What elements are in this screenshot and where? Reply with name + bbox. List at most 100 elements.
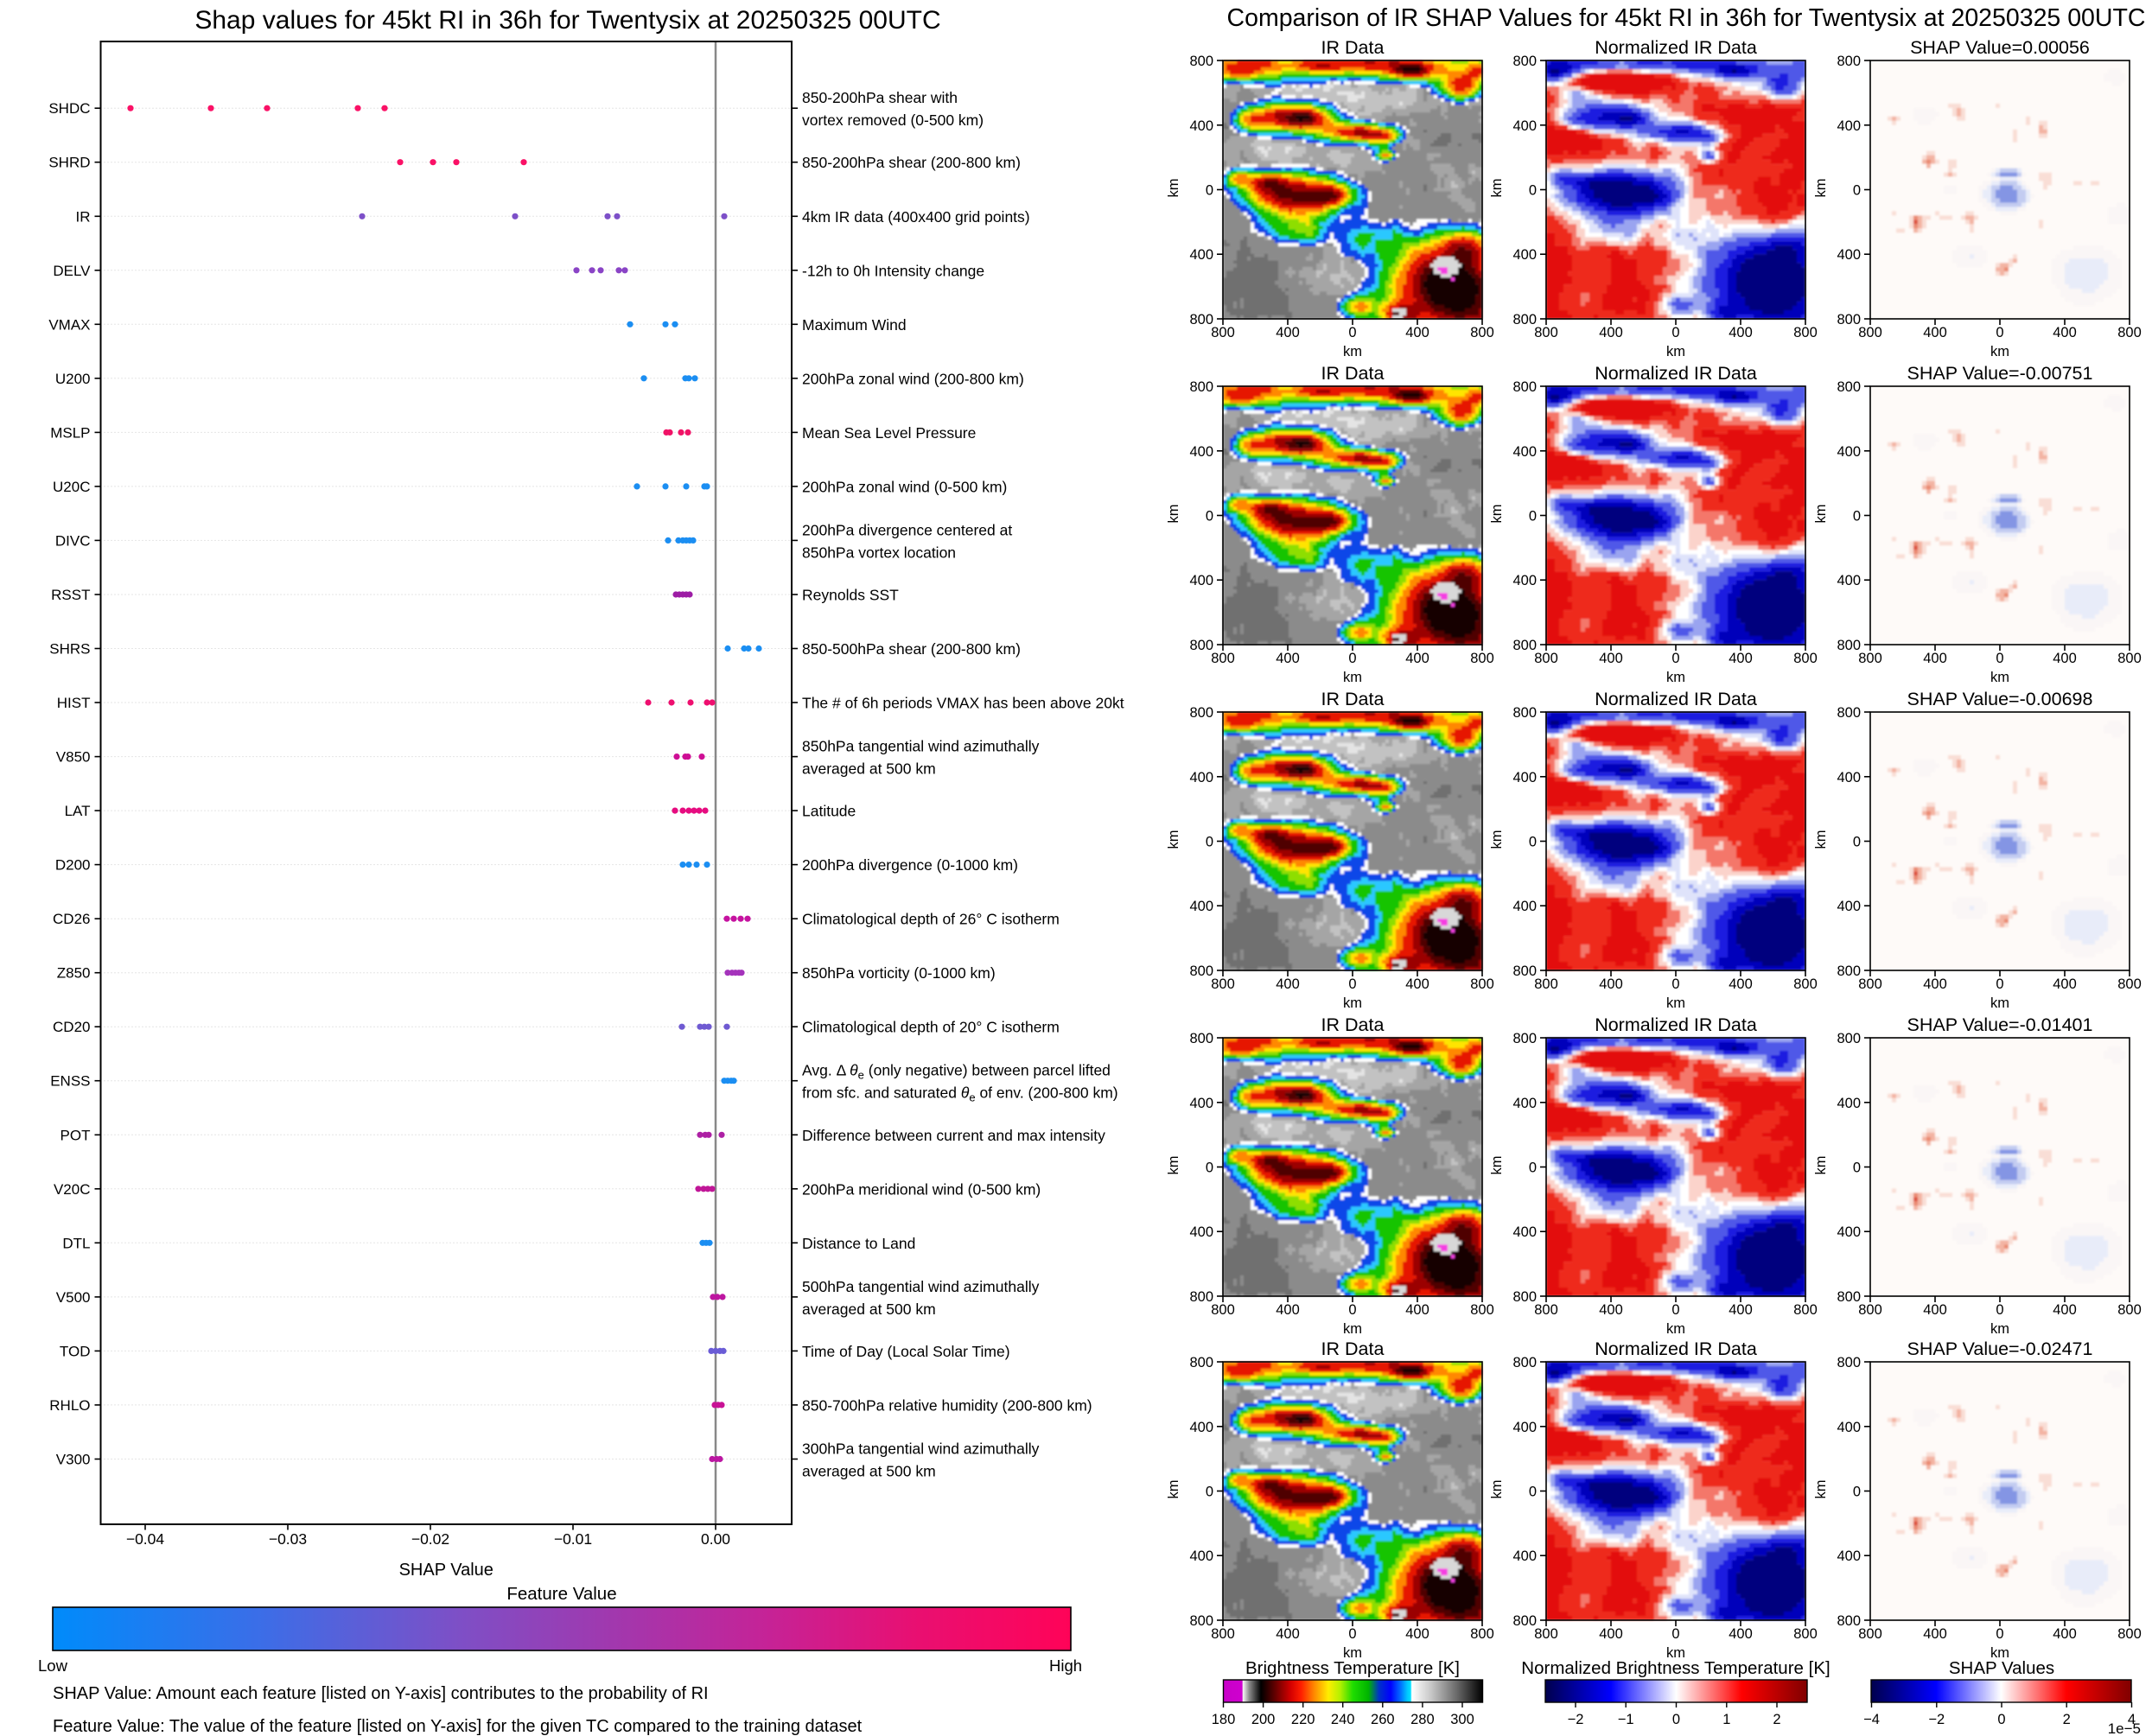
svg-text:800: 800 xyxy=(1512,705,1537,721)
svg-text:1e−5: 1e−5 xyxy=(2108,1720,2141,1736)
svg-text:260: 260 xyxy=(1371,1712,1395,1727)
svg-text:400: 400 xyxy=(2053,1302,2077,1318)
svg-text:400: 400 xyxy=(1512,770,1537,785)
svg-text:RSST: RSST xyxy=(51,587,90,603)
svg-text:800: 800 xyxy=(1189,1355,1213,1370)
svg-text:−2: −2 xyxy=(1928,1712,1945,1727)
svg-text:Climatological depth of 20° C: Climatological depth of 20° C isotherm xyxy=(802,1019,1060,1036)
svg-text:800: 800 xyxy=(1512,312,1537,327)
svg-text:800: 800 xyxy=(1189,1613,1213,1629)
svg-text:400: 400 xyxy=(1512,1096,1537,1111)
svg-text:400: 400 xyxy=(1276,1626,1300,1642)
svg-text:400: 400 xyxy=(1189,1224,1213,1240)
svg-text:400: 400 xyxy=(1837,573,1861,588)
svg-text:400: 400 xyxy=(1405,976,1429,992)
svg-text:0: 0 xyxy=(1671,1626,1679,1642)
svg-text:km: km xyxy=(1666,344,1685,359)
svg-text:km: km xyxy=(1166,179,1181,198)
svg-text:400: 400 xyxy=(1512,1224,1537,1240)
svg-text:SHAP Value=-0.00698: SHAP Value=-0.00698 xyxy=(1907,689,2093,709)
svg-text:800: 800 xyxy=(1189,638,1213,653)
svg-text:from sfc. and saturated θe of: from sfc. and saturated θe of env. (200-… xyxy=(802,1084,1118,1104)
svg-text:800: 800 xyxy=(1837,379,1861,395)
svg-text:240: 240 xyxy=(1331,1712,1355,1727)
svg-text:400: 400 xyxy=(1729,1302,1753,1318)
svg-text:1: 1 xyxy=(1722,1712,1730,1727)
svg-text:Shap values for 45kt RI in 36h: Shap values for 45kt RI in 36h for Twent… xyxy=(194,6,940,35)
svg-text:2: 2 xyxy=(1773,1712,1780,1727)
svg-text:850-700hPa relative humidity (: 850-700hPa relative humidity (200-800 km… xyxy=(802,1396,1092,1414)
svg-text:800: 800 xyxy=(1512,379,1537,395)
svg-text:km: km xyxy=(1166,1480,1181,1499)
svg-text:400: 400 xyxy=(1599,1626,1623,1642)
svg-text:V500: V500 xyxy=(56,1289,91,1306)
svg-text:Normalized IR Data: Normalized IR Data xyxy=(1595,37,1757,58)
svg-text:400: 400 xyxy=(1405,325,1429,340)
svg-text:800: 800 xyxy=(1534,325,1558,340)
svg-text:km: km xyxy=(1489,179,1505,198)
svg-text:800: 800 xyxy=(1858,325,1882,340)
svg-text:SHRD: SHRD xyxy=(48,155,90,171)
svg-text:200hPa zonal wind (0-500 km): 200hPa zonal wind (0-500 km) xyxy=(802,478,1007,495)
svg-text:180: 180 xyxy=(1212,1712,1236,1727)
svg-text:400: 400 xyxy=(2053,1626,2077,1642)
svg-text:0: 0 xyxy=(1996,1626,2003,1642)
svg-text:km: km xyxy=(1343,670,1362,685)
svg-text:0: 0 xyxy=(1853,509,1861,525)
svg-text:800: 800 xyxy=(1512,54,1537,69)
svg-text:LAT: LAT xyxy=(65,803,91,819)
svg-text:800: 800 xyxy=(1189,1289,1213,1305)
svg-text:200: 200 xyxy=(1251,1712,1276,1727)
svg-text:averaged at 500 km: averaged at 500 km xyxy=(802,760,936,778)
svg-text:400: 400 xyxy=(1405,651,1429,666)
svg-text:800: 800 xyxy=(1189,1031,1213,1046)
svg-text:Time of Day (Local Solar Time): Time of Day (Local Solar Time) xyxy=(802,1343,1010,1360)
svg-text:400: 400 xyxy=(1837,1224,1861,1240)
svg-text:800: 800 xyxy=(2117,1626,2142,1642)
svg-text:km: km xyxy=(1166,1156,1181,1175)
svg-text:Distance to Land: Distance to Land xyxy=(802,1235,915,1252)
svg-text:400: 400 xyxy=(1923,976,1947,992)
svg-text:400: 400 xyxy=(1599,651,1623,666)
svg-text:850-200hPa shear (200-800 km): 850-200hPa shear (200-800 km) xyxy=(802,154,1021,171)
svg-text:−0.03: −0.03 xyxy=(269,1530,307,1548)
svg-text:0: 0 xyxy=(1206,1161,1213,1176)
svg-text:400: 400 xyxy=(1512,118,1537,134)
svg-text:Climatological depth of 26° C: Climatological depth of 26° C isotherm xyxy=(802,911,1060,928)
svg-text:400: 400 xyxy=(1189,444,1213,460)
svg-text:800: 800 xyxy=(1793,1302,1818,1318)
svg-text:800: 800 xyxy=(1470,651,1494,666)
svg-text:800: 800 xyxy=(1837,312,1861,327)
svg-text:Mean Sea Level Pressure: Mean Sea Level Pressure xyxy=(802,424,976,442)
svg-text:SHAP Values: SHAP Values xyxy=(1949,1658,2054,1678)
svg-text:The # of 6h periods VMAX has b: The # of 6h periods VMAX has been above … xyxy=(802,695,1124,712)
svg-text:400: 400 xyxy=(1923,325,1947,340)
svg-text:0: 0 xyxy=(1671,1302,1679,1318)
svg-text:800: 800 xyxy=(1211,651,1235,666)
svg-text:850hPa tangential wind azimuth: 850hPa tangential wind azimuthally xyxy=(802,738,1040,755)
svg-text:km: km xyxy=(1666,995,1685,1011)
svg-text:400: 400 xyxy=(1837,247,1861,263)
svg-text:400: 400 xyxy=(1837,118,1861,134)
svg-text:km: km xyxy=(1666,1321,1685,1337)
svg-text:800: 800 xyxy=(2117,976,2142,992)
svg-text:800: 800 xyxy=(1837,1031,1861,1046)
svg-text:Latitude: Latitude xyxy=(802,803,856,820)
svg-text:800: 800 xyxy=(1470,1302,1494,1318)
svg-text:D200: D200 xyxy=(55,857,91,874)
svg-text:800: 800 xyxy=(1837,963,1861,979)
svg-text:4: 4 xyxy=(2128,1712,2136,1727)
svg-text:800: 800 xyxy=(2117,325,2142,340)
svg-text:800: 800 xyxy=(1837,1355,1861,1370)
svg-text:SHAP Value: SHAP Value xyxy=(399,1561,493,1580)
svg-text:0: 0 xyxy=(1206,1485,1213,1500)
svg-text:0: 0 xyxy=(1853,183,1861,199)
svg-text:400: 400 xyxy=(1189,118,1213,134)
svg-text:0: 0 xyxy=(1529,1161,1537,1176)
svg-text:IR Data: IR Data xyxy=(1321,1339,1385,1359)
svg-text:400: 400 xyxy=(1729,1626,1753,1642)
svg-text:400: 400 xyxy=(1923,1626,1947,1642)
svg-text:−4: −4 xyxy=(1863,1712,1880,1727)
svg-text:km: km xyxy=(1343,1645,1362,1661)
svg-text:U200: U200 xyxy=(55,371,91,387)
